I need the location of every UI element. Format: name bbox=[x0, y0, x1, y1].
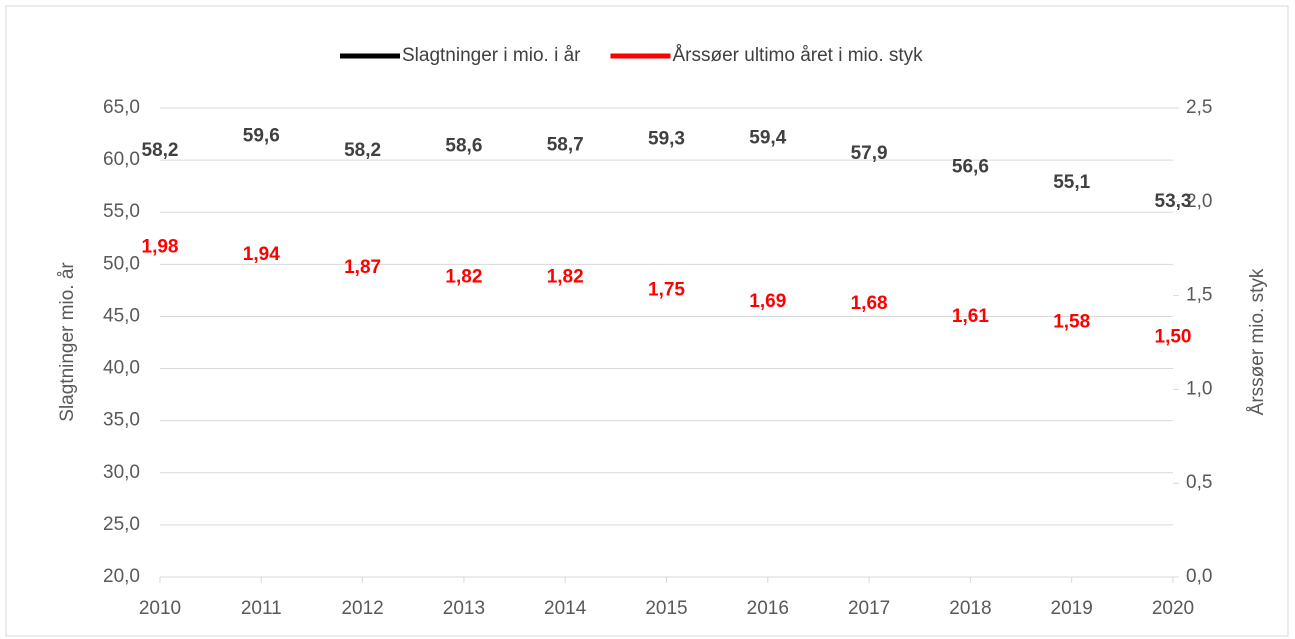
y-tick-label: 25,0 bbox=[103, 514, 140, 535]
data-label: 1,82 bbox=[547, 267, 584, 288]
data-label: 1,82 bbox=[445, 267, 482, 288]
data-label: 57,9 bbox=[851, 143, 888, 164]
y2-axis-label: Årssøer mio. styk bbox=[1247, 268, 1268, 415]
y2-tick-label: 2,5 bbox=[1186, 97, 1212, 118]
x-tick-label: 2014 bbox=[544, 598, 587, 619]
chart-border bbox=[5, 5, 1289, 637]
y2-tick-label: 0,5 bbox=[1186, 472, 1212, 493]
data-label: 58,6 bbox=[445, 136, 482, 157]
data-label: 59,6 bbox=[243, 125, 280, 146]
x-tick-label: 2016 bbox=[747, 598, 789, 619]
data-label: 55,1 bbox=[1053, 172, 1090, 193]
data-label: 58,2 bbox=[344, 140, 381, 161]
data-label: 1,61 bbox=[952, 306, 989, 327]
data-label: 53,3 bbox=[1155, 191, 1192, 212]
y-tick-label: 55,0 bbox=[103, 201, 140, 222]
data-label: 58,7 bbox=[547, 135, 584, 156]
data-label: 1,68 bbox=[851, 293, 888, 314]
y2-tick-label: 2,0 bbox=[1186, 191, 1212, 212]
x-tick-label: 2013 bbox=[443, 598, 485, 619]
data-label: 59,4 bbox=[749, 127, 786, 148]
x-tick-label: 2019 bbox=[1051, 598, 1093, 619]
data-label: 58,2 bbox=[142, 140, 179, 161]
y2-tick-label: 1,5 bbox=[1186, 285, 1212, 306]
data-label: 1,87 bbox=[344, 257, 381, 278]
y-tick-label: 65,0 bbox=[103, 97, 140, 118]
legend-label: Slagtninger i mio. i år bbox=[402, 45, 581, 66]
x-tick-label: 2020 bbox=[1152, 598, 1194, 619]
y-tick-label: 30,0 bbox=[103, 462, 140, 483]
data-label: 1,58 bbox=[1053, 312, 1090, 333]
y2-tick-label: 0,0 bbox=[1186, 566, 1212, 587]
y-tick-label: 50,0 bbox=[103, 253, 140, 274]
x-tick-label: 2011 bbox=[241, 598, 282, 619]
data-label: 56,6 bbox=[952, 157, 989, 178]
data-label: 59,3 bbox=[648, 128, 685, 149]
data-label: 1,98 bbox=[142, 237, 179, 258]
x-tick-label: 2010 bbox=[139, 598, 181, 619]
x-tick-label: 2012 bbox=[341, 598, 383, 619]
data-label: 1,94 bbox=[243, 244, 280, 265]
y-tick-label: 60,0 bbox=[103, 149, 140, 170]
x-tick-label: 2015 bbox=[645, 598, 687, 619]
legend-label: Årssøer ultimo året i mio. styk bbox=[672, 45, 923, 66]
data-label: 1,69 bbox=[749, 291, 786, 312]
x-tick-label: 2018 bbox=[949, 598, 991, 619]
y-tick-label: 20,0 bbox=[103, 566, 140, 587]
x-tick-label: 2017 bbox=[848, 598, 890, 619]
y-tick-label: 35,0 bbox=[103, 410, 140, 431]
y-tick-label: 45,0 bbox=[103, 305, 140, 326]
y2-tick-label: 1,0 bbox=[1186, 378, 1212, 399]
y-axis-label: Slagtninger mio. år bbox=[57, 262, 78, 422]
data-label: 1,50 bbox=[1155, 327, 1192, 348]
y-tick-label: 40,0 bbox=[103, 358, 140, 379]
data-label: 1,75 bbox=[648, 280, 685, 301]
